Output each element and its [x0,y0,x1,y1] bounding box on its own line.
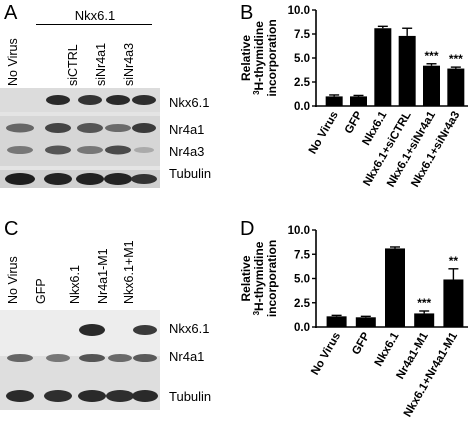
panel-a-group-label: Nkx6.1 [74,8,116,23]
y-tick-label: 5.0 [294,53,310,65]
x-tick-label: Nkx6.1 [373,330,402,369]
panel-c-label: C [4,218,19,240]
y-tick-label: 0.0 [294,322,310,334]
bar [385,248,405,327]
y-axis-label-line1: Relative [239,255,253,301]
bar [374,28,392,107]
y-tick-label: 0.0 [294,101,310,113]
y-axis-label-line2: 3H-thymidine [252,21,266,95]
panel-a-blot-label-3: Nr4a3 [169,144,205,159]
bar [326,316,347,327]
x-tick-label: Nkx6.1+Nr4a1-M1 [402,330,460,419]
panel-a-lane-1: No Virus [6,38,20,86]
panel-a-label: A [4,2,18,24]
bar [325,96,343,106]
y-axis-label-superscript: 3 [252,90,261,95]
panel-c-lane-1: No Virus [6,256,20,304]
panel-c-lane-4: Nr4a1-M1 [96,248,110,304]
y-axis-label-line3: incorporation [265,19,279,96]
panel-c-lane-3: Nkx6.1 [68,265,82,304]
bar [350,96,367,106]
panel-a-blot-label-4: Tubulin [169,166,212,181]
significance-label: *** [424,49,438,63]
bar [443,279,464,327]
panel-a-lane-3: siNr4a1 [94,42,108,86]
y-tick-label: 2.5 [294,77,311,89]
y-axis-label-line2-text: H-thymidine [252,21,266,91]
bar [355,317,376,327]
x-tick-label: GFP [343,109,365,136]
panel-c-blot-label-2: Nr4a1 [169,349,205,364]
x-tick-label: No Virus [309,331,343,378]
panel-a-blot-label-2: Nr4a1 [169,122,205,137]
panel-d-label: D [240,218,255,240]
panel-a-group-bracket [36,24,152,25]
bar [423,65,440,106]
y-axis-label-line2-text: H-thymidine [252,241,266,311]
y-tick-label: 10.0 [288,5,310,17]
bar [414,313,435,327]
panel-a-blot-label-1: Nkx6.1 [169,95,210,110]
y-axis-label-line3: incorporation [265,240,279,317]
y-axis-label-line2: 3H-thymidine [252,241,266,315]
significance-label: *** [417,296,431,310]
panel-c-western-blot [0,310,160,410]
significance-label: ** [449,254,459,268]
y-axis-label-line1: Relative [239,35,253,81]
y-tick-label: 2.5 [294,298,311,310]
y-tick-label: 7.5 [294,249,311,261]
y-axis-label-superscript: 3 [252,310,261,315]
bar [398,35,416,106]
panel-c-lane-2: GFP [34,278,48,304]
significance-label: *** [449,52,463,66]
panel-a-lane-4: siNr4a3 [122,42,136,86]
panel-c-blot-label-1: Nkx6.1 [169,321,210,336]
panel-c-blot-label-3: Tubulin [169,389,212,404]
panel-a-western-blot [0,88,160,188]
x-tick-label: No Virus [307,110,341,157]
x-tick-label: GFP [350,330,372,357]
bar [447,68,465,106]
panel-b-label: B [240,2,254,24]
panel-a-lane-2: siCTRL [66,44,80,86]
panel-c-lane-5: Nkx6.1+M1 [122,240,136,304]
y-tick-label: 10.0 [288,225,310,237]
y-tick-label: 7.5 [294,29,311,41]
y-tick-label: 5.0 [294,274,310,286]
